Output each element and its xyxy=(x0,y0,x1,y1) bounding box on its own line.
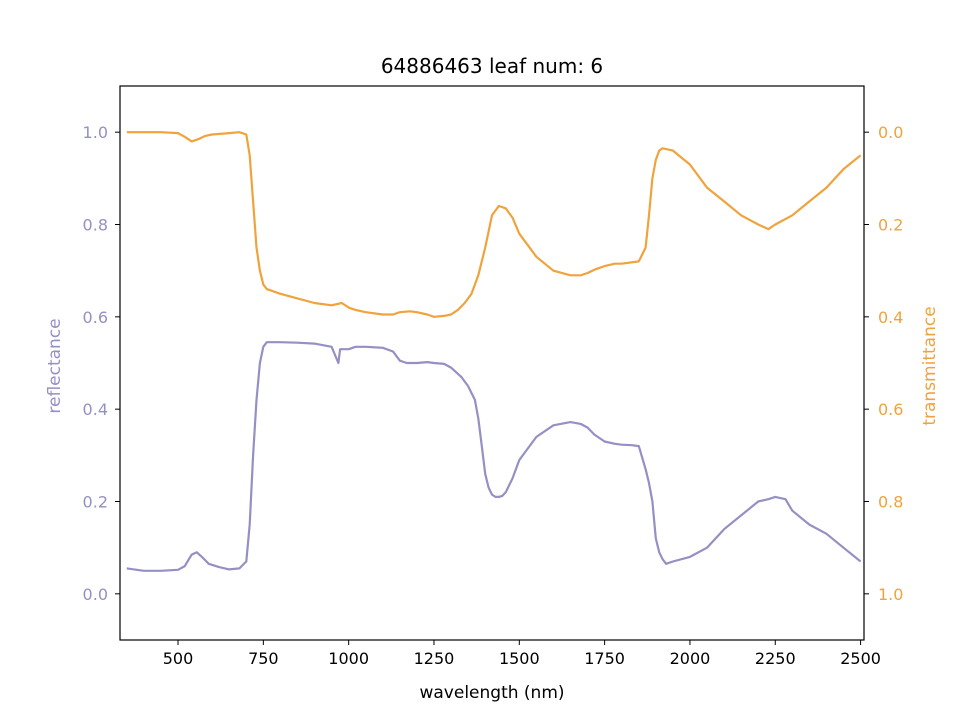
x-tick-label: 1000 xyxy=(328,649,369,668)
y-left-tick-label: 0.2 xyxy=(83,493,108,512)
x-tick-label: 2000 xyxy=(670,649,711,668)
x-tick-label: 2500 xyxy=(840,649,881,668)
x-tick-label: 750 xyxy=(248,649,279,668)
reflectance-series-line xyxy=(126,341,862,572)
y-axis-right-label: transmittance xyxy=(920,306,940,425)
x-tick-label: 1500 xyxy=(499,649,540,668)
y-left-tick-label: 1.0 xyxy=(83,123,108,142)
y-right-tick-label: 0.8 xyxy=(878,493,903,512)
y-right-tick-label: 0.2 xyxy=(878,216,903,235)
y-axis-right: 0.0 0.2 0.4 0.6 0.8 1.0 xyxy=(864,123,903,604)
x-tick-label: 1750 xyxy=(584,649,625,668)
x-tick-label: 1250 xyxy=(414,649,455,668)
x-axis-label: wavelength (nm) xyxy=(419,683,564,703)
y-left-tick-label: 0.0 xyxy=(83,585,108,604)
y-right-tick-label: 0.6 xyxy=(878,400,903,419)
series-layer xyxy=(126,131,862,572)
y-right-tick-label: 0.0 xyxy=(878,123,903,142)
y-axis-left: 0.0 0.2 0.4 0.6 0.8 1.0 xyxy=(83,123,120,604)
y-right-tick-label: 1.0 xyxy=(878,585,903,604)
x-tick-label: 500 xyxy=(163,649,194,668)
y-left-tick-label: 0.8 xyxy=(83,216,108,235)
x-axis: 500 750 1000 1250 1500 1750 2000 2250 2500 xyxy=(163,640,881,668)
y-axis-left-label: reflectance xyxy=(45,318,65,413)
y-left-tick-label: 0.4 xyxy=(83,400,108,419)
plot-frame xyxy=(119,85,865,641)
chart-title: 64886463 leaf num: 6 xyxy=(381,54,603,78)
y-right-tick-label: 0.4 xyxy=(878,308,903,327)
transmittance-series-line xyxy=(126,131,862,318)
x-tick-label: 2250 xyxy=(755,649,796,668)
y-left-tick-label: 0.6 xyxy=(83,308,108,327)
